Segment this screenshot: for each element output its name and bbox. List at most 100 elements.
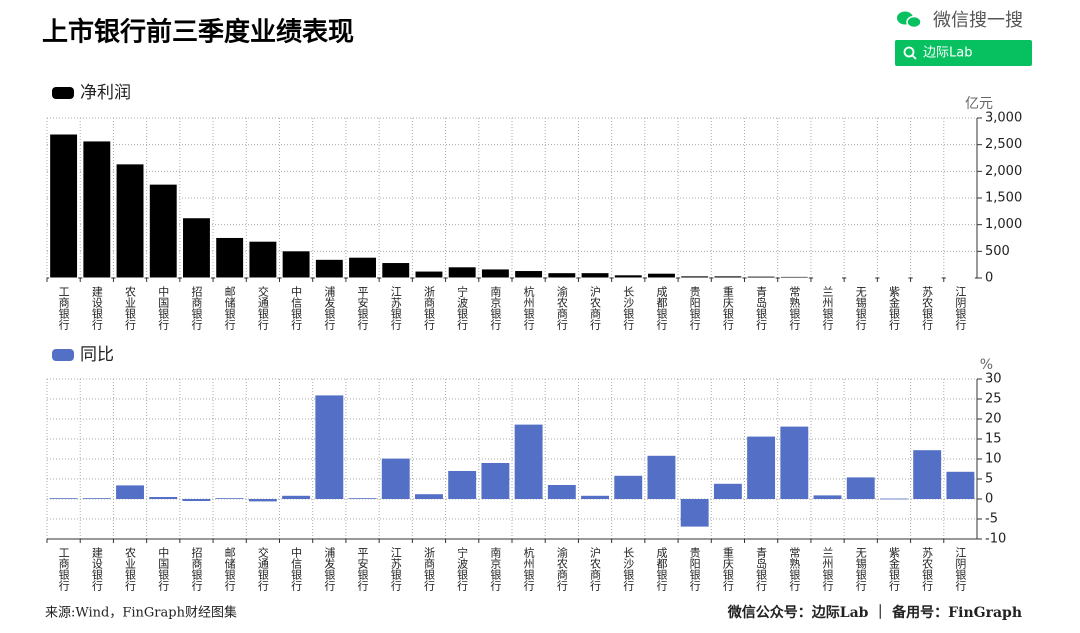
- y-tick-label: 0: [985, 271, 993, 286]
- bar: [115, 163, 145, 279]
- x-tick-label: 兰州银行: [821, 286, 834, 331]
- bar: [447, 266, 477, 279]
- x-tick-label: 邮储银行: [223, 547, 236, 592]
- bar: [82, 140, 112, 279]
- x-tick-label: 常熟银行: [788, 547, 801, 592]
- bar: [49, 498, 78, 499]
- bar: [148, 183, 178, 279]
- bar: [813, 495, 842, 499]
- bar: [945, 276, 975, 279]
- x-tick-label: 南京银行: [489, 286, 502, 331]
- x-tick-label: 渝农商行: [555, 546, 568, 592]
- x-tick-label: 成都银行: [655, 547, 668, 592]
- bar: [647, 455, 676, 499]
- y-tick-label: 500: [985, 244, 1010, 259]
- x-tick-label: 贵阳银行: [688, 286, 701, 331]
- bar: [913, 450, 942, 499]
- x-tick-label: 工商银行: [57, 286, 70, 331]
- bar: [581, 495, 609, 499]
- x-tick-label: 农业银行: [124, 546, 137, 592]
- bar: [879, 276, 909, 279]
- x-tick-label: 宁波银行: [456, 285, 469, 331]
- bar: [248, 240, 278, 279]
- x-tick-label: 浙商银行: [422, 547, 435, 592]
- y-tick-label: 2,000: [985, 164, 1022, 179]
- x-tick-label: 苏农银行: [921, 286, 934, 331]
- bar: [912, 276, 942, 279]
- y-tick-label: 20: [985, 412, 1002, 427]
- bar: [680, 499, 709, 527]
- bar: [946, 471, 975, 499]
- x-tick-label: 杭州银行: [522, 546, 535, 592]
- bar: [846, 477, 875, 499]
- legend-swatch: [52, 349, 74, 361]
- bar: [149, 497, 178, 499]
- bar: [514, 424, 543, 499]
- x-tick-label: 南京银行: [489, 547, 502, 592]
- bar: [282, 495, 311, 499]
- bar: [248, 499, 277, 502]
- x-tick-label: 宁波银行: [456, 546, 469, 592]
- x-tick-label: 浦发银行: [323, 286, 336, 331]
- x-tick-label: 中信银行: [290, 547, 303, 592]
- x-tick-label: 杭州银行: [522, 285, 535, 331]
- y-tick-label: 0: [985, 492, 993, 507]
- y-tick-label: -5: [985, 512, 998, 527]
- x-tick-label: 交通银行: [256, 546, 269, 592]
- x-tick-label: 工商银行: [57, 547, 70, 592]
- bar: [415, 494, 443, 499]
- x-tick-label: 浦发银行: [323, 547, 336, 592]
- x-tick-label: 青岛银行: [755, 547, 768, 592]
- bar: [281, 250, 311, 279]
- search-button[interactable]: [895, 40, 1032, 66]
- bar: [82, 498, 111, 499]
- x-tick-label: 平安银行: [356, 286, 369, 331]
- x-tick-label: 招商银行: [190, 285, 203, 331]
- bar: [348, 498, 377, 499]
- bar: [182, 217, 211, 279]
- wechat-icon: [897, 11, 922, 29]
- source: 来源:Wind，FinGraph财经图集: [45, 605, 237, 621]
- x-tick-label: 浙商银行: [422, 286, 435, 331]
- x-tick-label: 长沙银行: [622, 547, 635, 592]
- x-tick-label: 紫金银行: [887, 286, 900, 331]
- x-tick-label: 苏农银行: [921, 547, 934, 592]
- x-tick-label: 成都银行: [655, 286, 668, 331]
- legend-swatch: [52, 87, 74, 99]
- y-tick-label: 25: [985, 392, 1002, 407]
- y-axis-label: 亿元: [965, 96, 993, 112]
- y-tick-label: 30: [985, 372, 1002, 387]
- x-tick-label: 重庆银行: [721, 546, 734, 592]
- bar: [880, 498, 908, 500]
- bar: [680, 275, 710, 279]
- bar: [215, 498, 244, 499]
- bar: [49, 133, 79, 279]
- x-tick-label: 紫金银行: [887, 547, 900, 592]
- bar: [747, 436, 776, 499]
- bar: [547, 272, 577, 279]
- y-tick-label: 2,500: [985, 137, 1022, 152]
- x-tick-label: 贵阳银行: [688, 547, 701, 592]
- bar: [381, 262, 411, 279]
- bar: [746, 275, 776, 279]
- x-tick-label: 常熟银行: [788, 286, 801, 331]
- page-title: 上市银行前三季度业绩表现: [42, 17, 354, 48]
- x-tick-label: 中国银行: [157, 286, 170, 331]
- bar: [414, 270, 444, 279]
- bar: [381, 458, 410, 499]
- y-tick-label: -10: [985, 532, 1006, 547]
- x-tick-label: 平安银行: [356, 547, 369, 592]
- x-tick-label: 江阴银行: [954, 286, 967, 331]
- x-tick-label: 交通银行: [256, 285, 269, 331]
- bar: [481, 463, 510, 499]
- y-tick-label: 10: [985, 452, 1002, 467]
- search-icon: [903, 46, 917, 60]
- credit: 微信公众号：边际Lab ｜ 备用号：FinGraph: [727, 604, 1022, 621]
- x-tick-label: 沪农商行: [589, 546, 602, 592]
- bar: [480, 268, 510, 279]
- x-tick-label: 邮储银行: [223, 286, 236, 331]
- x-tick-label: 建设银行: [90, 285, 103, 331]
- x-tick-label: 兰州银行: [821, 547, 834, 592]
- bar: [348, 256, 377, 279]
